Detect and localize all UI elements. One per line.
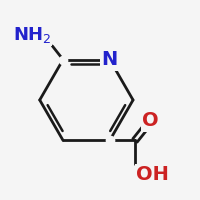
Text: NH$_2$: NH$_2$ [13, 25, 51, 45]
Text: O: O [142, 111, 159, 130]
Text: N: N [102, 50, 118, 69]
Text: OH: OH [136, 165, 169, 184]
